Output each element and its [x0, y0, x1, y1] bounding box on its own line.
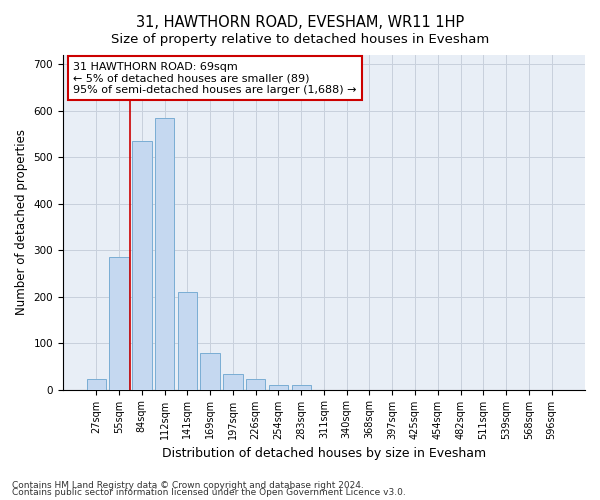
- Bar: [246, 380, 265, 390]
- Bar: [292, 385, 311, 390]
- Bar: [200, 354, 220, 390]
- Bar: [178, 292, 197, 390]
- X-axis label: Distribution of detached houses by size in Evesham: Distribution of detached houses by size …: [162, 447, 486, 460]
- Bar: [223, 374, 242, 390]
- Text: Size of property relative to detached houses in Evesham: Size of property relative to detached ho…: [111, 32, 489, 46]
- Bar: [132, 141, 152, 390]
- Text: 31 HAWTHORN ROAD: 69sqm
← 5% of detached houses are smaller (89)
95% of semi-det: 31 HAWTHORN ROAD: 69sqm ← 5% of detached…: [73, 62, 357, 95]
- Text: Contains public sector information licensed under the Open Government Licence v3: Contains public sector information licen…: [12, 488, 406, 497]
- Bar: [86, 380, 106, 390]
- Text: Contains HM Land Registry data © Crown copyright and database right 2024.: Contains HM Land Registry data © Crown c…: [12, 480, 364, 490]
- Bar: [155, 118, 174, 390]
- Bar: [269, 385, 288, 390]
- Bar: [109, 257, 129, 390]
- Text: 31, HAWTHORN ROAD, EVESHAM, WR11 1HP: 31, HAWTHORN ROAD, EVESHAM, WR11 1HP: [136, 15, 464, 30]
- Y-axis label: Number of detached properties: Number of detached properties: [15, 130, 28, 316]
